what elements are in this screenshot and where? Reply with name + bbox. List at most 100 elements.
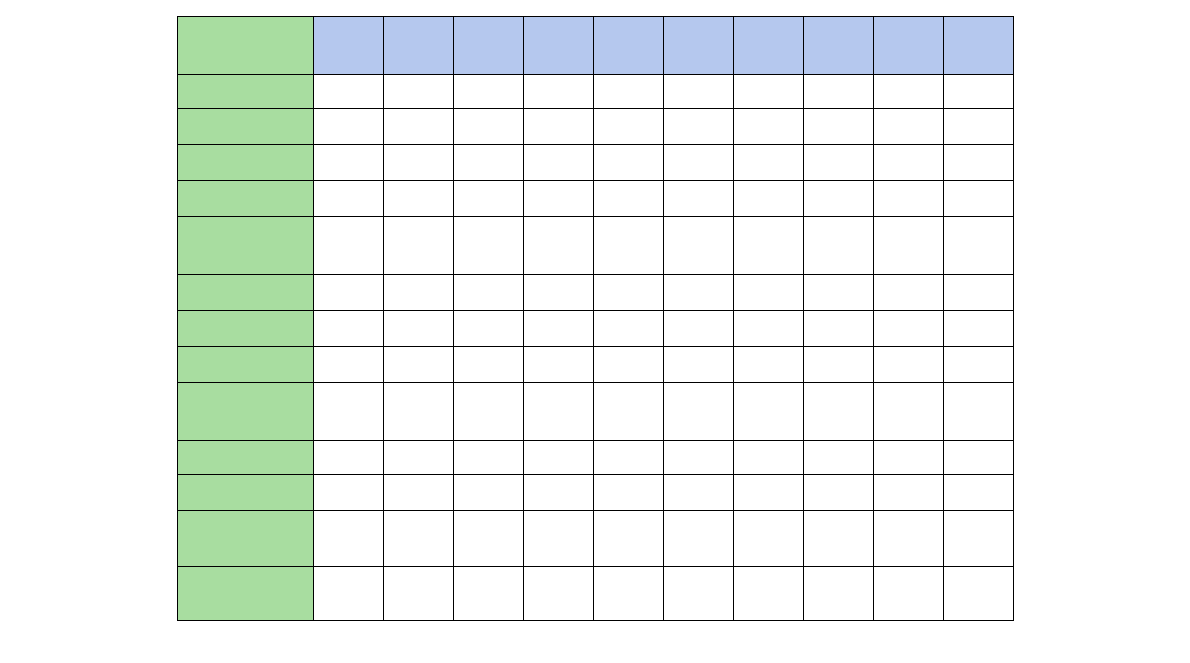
table-cell — [943, 347, 1013, 383]
table-cell — [873, 181, 943, 217]
table-cell — [453, 347, 523, 383]
table-cell — [593, 109, 663, 145]
col-header — [593, 17, 663, 75]
table-cell — [523, 217, 593, 275]
row-header — [177, 511, 313, 567]
table-cell — [733, 311, 803, 347]
table-cell — [733, 75, 803, 109]
table-cell — [873, 475, 943, 511]
table-cell — [733, 383, 803, 441]
table-cell — [313, 145, 383, 181]
table-cell — [453, 383, 523, 441]
table-cell — [733, 217, 803, 275]
table-cell — [943, 511, 1013, 567]
table-cell — [663, 275, 733, 311]
table-cell — [523, 311, 593, 347]
table-container — [177, 16, 1014, 621]
table-cell — [383, 217, 453, 275]
row-header — [177, 311, 313, 347]
table-cell — [873, 311, 943, 347]
table-cell — [523, 181, 593, 217]
table-cell — [453, 109, 523, 145]
col-header — [663, 17, 733, 75]
table-cell — [313, 75, 383, 109]
table-cell — [943, 475, 1013, 511]
table-cell — [803, 567, 873, 621]
table-cell — [523, 347, 593, 383]
row-header — [177, 217, 313, 275]
table-cell — [593, 383, 663, 441]
table-cell — [523, 109, 593, 145]
table-cell — [663, 311, 733, 347]
table-cell — [383, 511, 453, 567]
table-cell — [383, 145, 453, 181]
row-header — [177, 145, 313, 181]
col-header — [383, 17, 453, 75]
table-cell — [523, 441, 593, 475]
table-cell — [803, 217, 873, 275]
table-cell — [523, 567, 593, 621]
table-cell — [943, 109, 1013, 145]
table-cell — [593, 275, 663, 311]
data-table — [177, 16, 1014, 621]
table-cell — [453, 567, 523, 621]
table-cell — [383, 311, 453, 347]
table-cell — [663, 217, 733, 275]
table-cell — [803, 181, 873, 217]
table-cell — [453, 441, 523, 475]
table-cell — [733, 275, 803, 311]
table-cell — [593, 311, 663, 347]
table-cell — [453, 145, 523, 181]
table-cell — [733, 475, 803, 511]
table-cell — [523, 75, 593, 109]
table-cell — [313, 511, 383, 567]
table-cell — [873, 567, 943, 621]
table-cell — [803, 383, 873, 441]
table-cell — [593, 347, 663, 383]
row-header — [177, 275, 313, 311]
table-cell — [803, 441, 873, 475]
row-header — [177, 567, 313, 621]
table-cell — [663, 109, 733, 145]
table-cell — [873, 75, 943, 109]
table-cell — [663, 511, 733, 567]
table-cell — [943, 145, 1013, 181]
table-cell — [313, 567, 383, 621]
table-cell — [803, 347, 873, 383]
table-cell — [523, 275, 593, 311]
table-cell — [733, 347, 803, 383]
table-cell — [313, 441, 383, 475]
table-cell — [383, 275, 453, 311]
row-header — [177, 347, 313, 383]
table-cell — [943, 217, 1013, 275]
table-cell — [733, 511, 803, 567]
table-cell — [453, 75, 523, 109]
table-cell — [663, 567, 733, 621]
table-cell — [803, 475, 873, 511]
table-cell — [383, 181, 453, 217]
table-cell — [663, 441, 733, 475]
table-cell — [943, 75, 1013, 109]
row-header — [177, 441, 313, 475]
table-cell — [663, 181, 733, 217]
row-header — [177, 383, 313, 441]
table-cell — [593, 145, 663, 181]
col-header — [733, 17, 803, 75]
table-cell — [873, 217, 943, 275]
table-cell — [943, 311, 1013, 347]
table-cell — [313, 275, 383, 311]
col-header — [523, 17, 593, 75]
table-cell — [943, 383, 1013, 441]
table-cell — [873, 347, 943, 383]
table-cell — [313, 217, 383, 275]
table-cell — [593, 217, 663, 275]
table-cell — [733, 181, 803, 217]
col-header — [453, 17, 523, 75]
col-header — [873, 17, 943, 75]
table-cell — [313, 475, 383, 511]
table-cell — [313, 181, 383, 217]
table-cell — [523, 383, 593, 441]
table-cell — [383, 347, 453, 383]
table-cell — [313, 311, 383, 347]
table-cell — [453, 275, 523, 311]
